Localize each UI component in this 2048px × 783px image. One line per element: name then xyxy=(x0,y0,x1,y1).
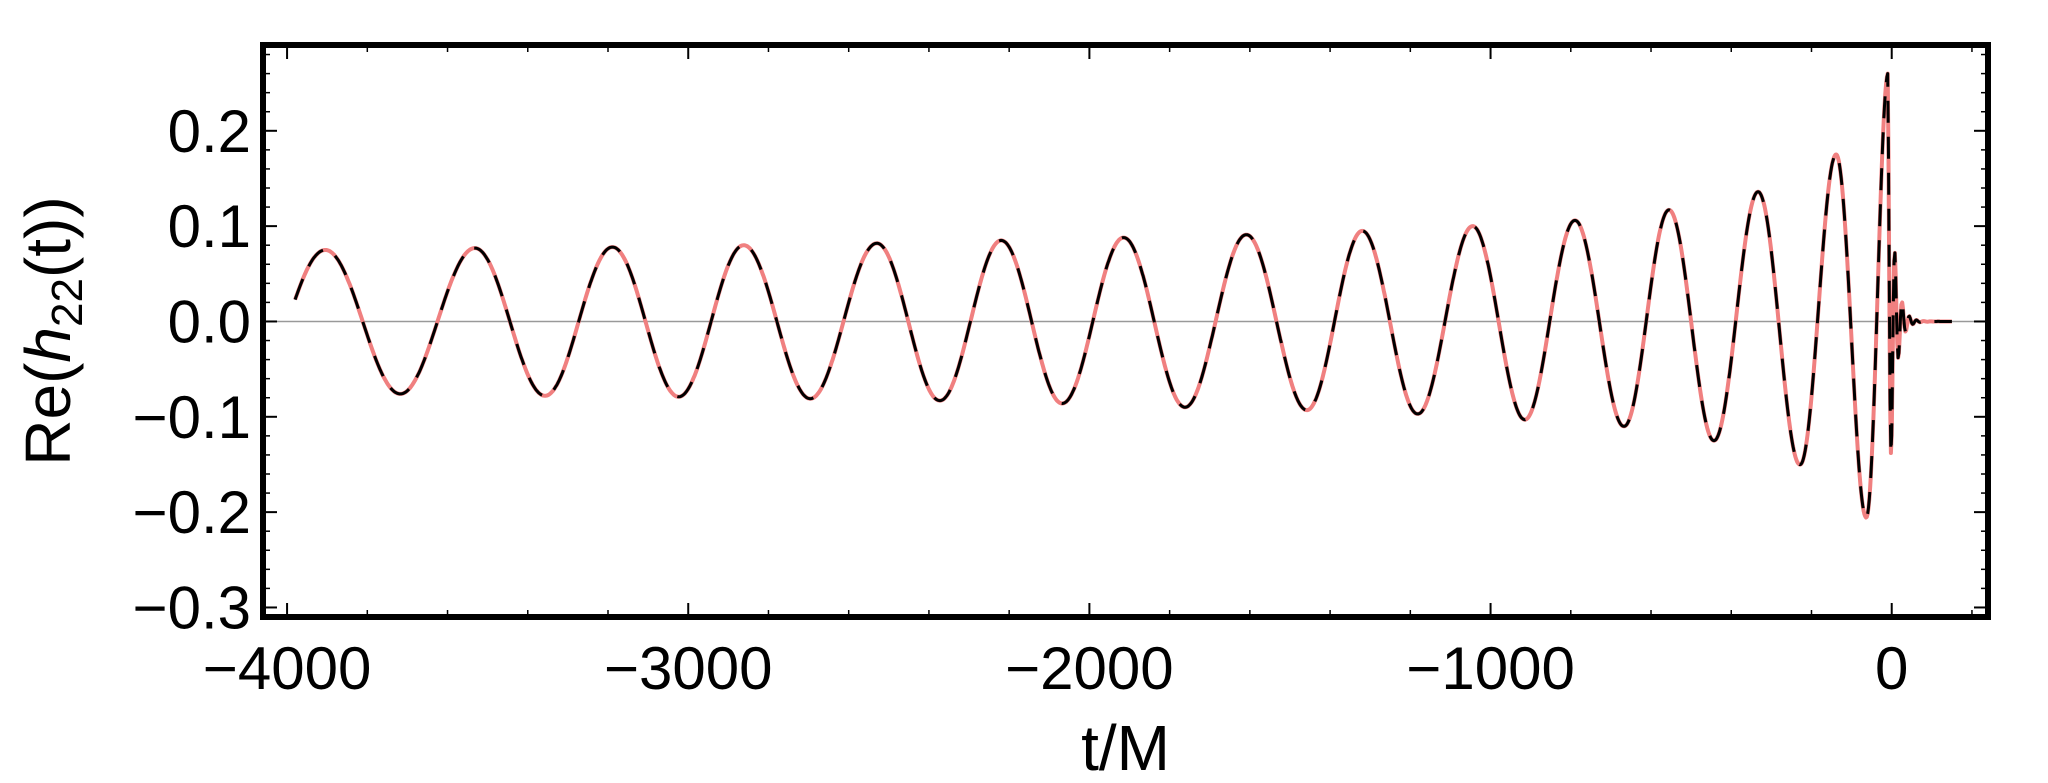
x-tick-label: 0 xyxy=(1875,635,1908,702)
x-tick-label: −3000 xyxy=(604,635,773,702)
x-tick-label: −4000 xyxy=(203,635,372,702)
y-tick-label: 0.2 xyxy=(168,98,251,165)
x-tick-label: −2000 xyxy=(1005,635,1174,702)
x-axis-label: t/M xyxy=(1081,712,1170,783)
y-axis-label-prefix: Re( xyxy=(12,363,84,466)
y-axis-label-subscript: 22 xyxy=(43,278,92,327)
plot-frame xyxy=(260,42,1991,620)
y-axis-label-suffix: (t)) xyxy=(12,196,84,278)
y-tick-label: 0.0 xyxy=(168,288,251,355)
labels-layer: −4000 −3000 −2000 −1000 0 0.2 0.1 0.0 −0.1 −0.2 −0… xyxy=(133,98,1909,702)
y-axis-label-var: h xyxy=(12,327,84,363)
y-tick-label: −0.3 xyxy=(133,574,251,641)
y-tick-label: −0.2 xyxy=(133,479,251,546)
series-line-dashed xyxy=(293,72,1953,519)
x-tick-label: −1000 xyxy=(1406,635,1575,702)
y-tick-label: 0.1 xyxy=(168,193,251,260)
series-layer xyxy=(293,71,1954,520)
y-tick-label: −0.1 xyxy=(133,384,251,451)
y-axis-label: Re(h22(t)) xyxy=(12,196,92,465)
